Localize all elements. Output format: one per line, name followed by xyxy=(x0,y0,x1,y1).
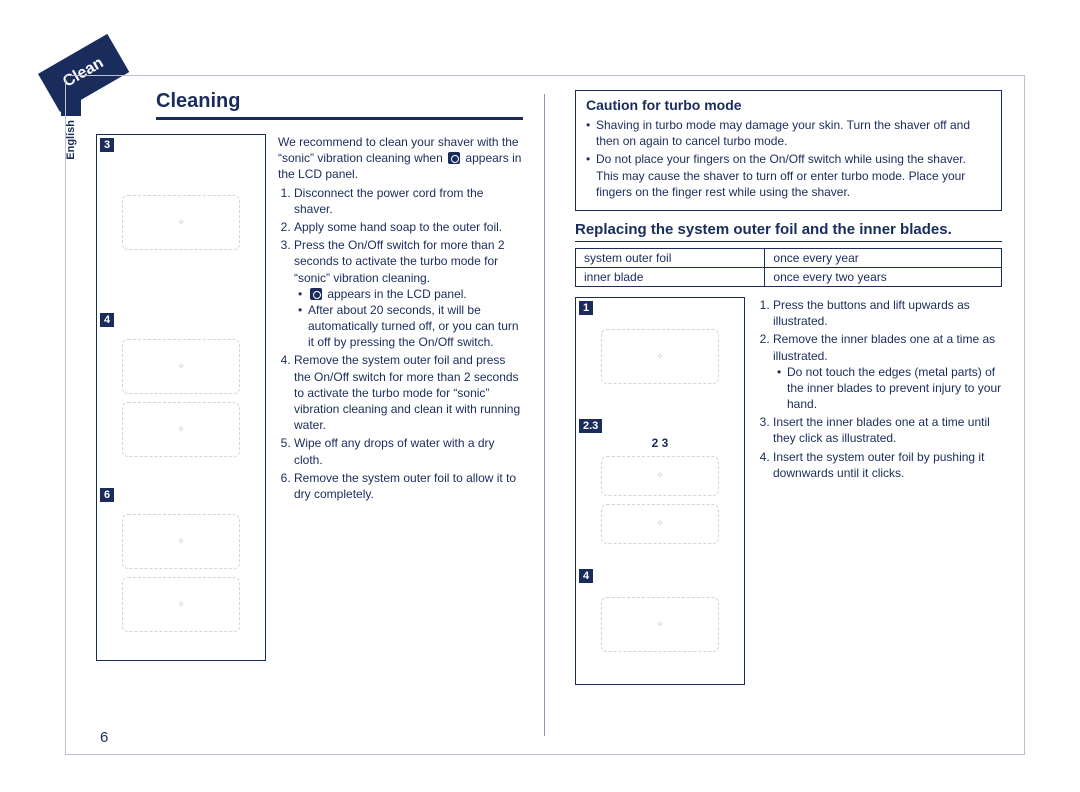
figure-illustration: ✧ xyxy=(122,402,240,457)
figure-number: 4 xyxy=(579,569,593,583)
replace-steps: Press the buttons and lift upwards as il… xyxy=(757,297,1002,481)
table-row: inner blade once every two years xyxy=(576,267,1002,286)
rstep-2: Remove the inner blades one at a time as… xyxy=(773,331,1002,412)
step-3-text: Press the On/Off switch for more than 2 … xyxy=(294,238,505,284)
step-3-sub1: appears in the LCD panel. xyxy=(294,286,523,302)
lcd-icon xyxy=(310,288,322,300)
figure-4b: 4 ✧ xyxy=(576,566,744,684)
left-column: Cleaning 3 ✧ 4 ✧ ✧ 6 ✧ ✧ xyxy=(66,76,545,754)
figure-illustration: ✧ xyxy=(122,577,240,632)
cleaning-figures: 3 ✧ 4 ✧ ✧ 6 ✧ ✧ xyxy=(96,134,266,661)
figure-number: 1 xyxy=(579,301,593,315)
figure-3: 3 ✧ xyxy=(97,135,265,310)
figure-4: 4 ✧ ✧ xyxy=(97,310,265,485)
page-number: 6 xyxy=(100,729,108,746)
figure-illustration: ✧ xyxy=(601,597,719,652)
table-cell: inner blade xyxy=(576,267,765,286)
replacement-table: system outer foil once every year inner … xyxy=(575,248,1002,287)
figure-1: 1 ✧ xyxy=(576,298,744,416)
table-cell: once every year xyxy=(765,248,1002,267)
figure-sublabel: 2 3 xyxy=(652,436,669,450)
figure-illustration: ✧ xyxy=(601,329,719,384)
replace-figures: 1 ✧ 2.3 2 3 ✧ ✧ 4 ✧ xyxy=(575,297,745,685)
lcd-icon xyxy=(448,152,460,164)
caution-box: Caution for turbo mode Shaving in turbo … xyxy=(575,90,1002,211)
caution-title: Caution for turbo mode xyxy=(586,97,991,113)
figure-2-3: 2.3 2 3 ✧ ✧ xyxy=(576,416,744,566)
rstep-2-text: Remove the inner blades one at a time as… xyxy=(773,332,995,362)
step-3: Press the On/Off switch for more than 2 … xyxy=(294,237,523,350)
step-2: Apply some hand soap to the outer foil. xyxy=(294,219,523,235)
sub-text: appears in the LCD panel. xyxy=(324,287,467,301)
step-3-sub2: After about 20 seconds, it will be autom… xyxy=(294,302,523,351)
figure-illustration: ✧ xyxy=(601,504,719,544)
caution-bullet-2: Do not place your fingers on the On/Off … xyxy=(586,151,991,200)
table-cell: system outer foil xyxy=(576,248,765,267)
figure-number: 6 xyxy=(100,488,114,502)
cleaning-heading: Cleaning xyxy=(156,90,523,120)
rstep-4: Insert the system outer foil by pushing … xyxy=(773,449,1002,481)
figure-illustration: ✧ xyxy=(122,195,240,250)
figure-number: 2.3 xyxy=(579,419,602,433)
step-1: Disconnect the power cord from the shave… xyxy=(294,185,523,217)
rstep-3: Insert the inner blades one at a time un… xyxy=(773,414,1002,446)
step-6: Remove the system outer foil to allow it… xyxy=(294,470,523,502)
rstep-2-sub: Do not touch the edges (metal parts) of … xyxy=(773,364,1002,413)
table-row: system outer foil once every year xyxy=(576,248,1002,267)
cleaning-layout: 3 ✧ 4 ✧ ✧ 6 ✧ ✧ We recommend to clean yo… xyxy=(96,134,523,661)
figure-illustration: ✧ xyxy=(601,456,719,496)
figure-number: 3 xyxy=(100,138,114,152)
replace-heading: Replacing the system outer foil and the … xyxy=(575,221,1002,242)
cleaning-steps: Disconnect the power cord from the shave… xyxy=(278,185,523,503)
rstep-1: Press the buttons and lift upwards as il… xyxy=(773,297,1002,329)
figure-number: 4 xyxy=(100,313,114,327)
caution-bullet-1: Shaving in turbo mode may damage your sk… xyxy=(586,117,991,149)
figure-6: 6 ✧ ✧ xyxy=(97,485,265,660)
right-column: Caution for turbo mode Shaving in turbo … xyxy=(545,76,1024,754)
page-content: Cleaning 3 ✧ 4 ✧ ✧ 6 ✧ ✧ xyxy=(65,75,1025,755)
figure-illustration: ✧ xyxy=(122,339,240,394)
step-4: Remove the system outer foil and press t… xyxy=(294,352,523,433)
table-cell: once every two years xyxy=(765,267,1002,286)
replace-layout: 1 ✧ 2.3 2 3 ✧ ✧ 4 ✧ Press the buttons an… xyxy=(575,297,1002,685)
cleaning-text: We recommend to clean your shaver with t… xyxy=(278,134,523,661)
step-5: Wipe off any drops of water with a dry c… xyxy=(294,435,523,467)
replace-text: Press the buttons and lift upwards as il… xyxy=(757,297,1002,685)
figure-illustration: ✧ xyxy=(122,514,240,569)
intro-text: We recommend to clean your shaver with t… xyxy=(278,134,523,183)
